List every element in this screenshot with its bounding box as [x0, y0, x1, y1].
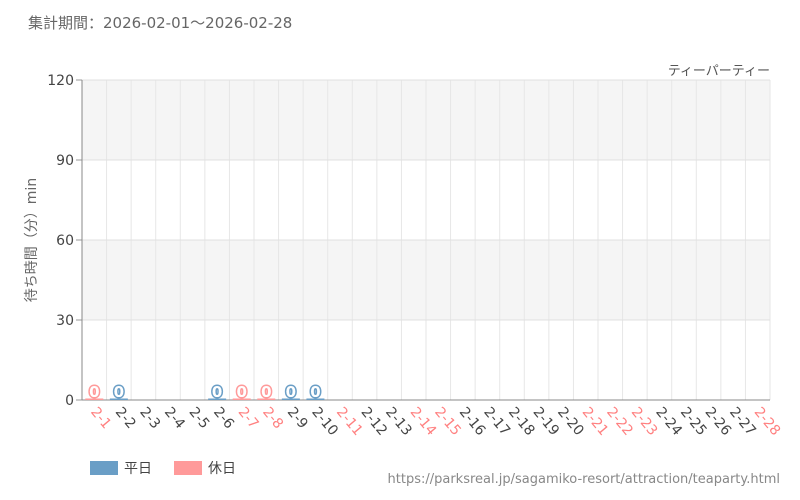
bar-data-label: 0: [212, 383, 222, 401]
x-tick-label: 2-9: [284, 404, 311, 432]
x-tick-label: 2-19: [530, 404, 563, 439]
source-url: https://parksreal.jp/sagamiko-resort/att…: [387, 472, 780, 487]
bar-data-label: 0: [236, 383, 246, 401]
x-tick-label: 2-12: [358, 404, 391, 439]
y-tick-label: 30: [56, 313, 74, 329]
x-tick-label: 2-10: [308, 404, 341, 439]
x-tick-label: 2-6: [210, 404, 237, 432]
y-tick-label: 60: [56, 233, 74, 249]
bar-data-label: 0: [286, 383, 296, 401]
chart-legend: 平日 休日: [90, 458, 236, 478]
x-tick-label: 2-26: [702, 404, 735, 439]
y-tick-label: 90: [56, 153, 74, 169]
bar-data-label: 0: [310, 383, 320, 401]
bar-data-label: 0: [114, 383, 124, 401]
legend-item-holiday: 休日: [174, 458, 236, 478]
x-tick-label: 2-18: [505, 404, 538, 439]
x-tick-label: 2-16: [456, 404, 489, 439]
y-axis-label: 待ち時間（分）min: [24, 178, 40, 302]
x-tick-label: 2-25: [677, 404, 710, 439]
x-tick-label: 2-28: [751, 404, 784, 439]
x-tick-label: 2-7: [235, 404, 262, 432]
y-tick-label: 120: [47, 73, 74, 89]
legend-swatch-weekday: [90, 461, 118, 475]
bar: [281, 398, 300, 400]
x-tick-label: 2-1: [87, 404, 114, 432]
bar: [232, 398, 251, 400]
legend-item-weekday: 平日: [90, 458, 152, 478]
x-tick-label: 2-4: [161, 404, 188, 432]
bar: [85, 398, 104, 400]
attraction-name: ティーパーティー: [667, 64, 770, 79]
x-tick-label: 2-2: [112, 404, 139, 432]
x-tick-label: 2-3: [136, 404, 163, 432]
x-tick-label: 2-15: [431, 404, 464, 439]
x-tick-label: 2-20: [554, 404, 587, 439]
legend-swatch-holiday: [174, 461, 202, 475]
x-tick-label: 2-8: [259, 404, 286, 432]
y-tick-label: 0: [65, 393, 74, 409]
bar: [208, 398, 227, 400]
legend-label-holiday: 休日: [208, 461, 236, 477]
x-tick-label: 2-13: [382, 404, 415, 439]
x-tick-label: 2-27: [726, 404, 759, 439]
x-tick-label: 2-5: [186, 404, 213, 432]
bar: [109, 398, 128, 400]
x-tick-label: 2-22: [603, 404, 636, 439]
legend-label-weekday: 平日: [124, 461, 152, 477]
x-tick-label: 2-11: [333, 404, 366, 439]
x-tick-label: 2-23: [628, 404, 661, 439]
period-label: 集計期間：2026-02-01～2026-02-28: [28, 14, 293, 32]
x-tick-label: 2-24: [652, 404, 685, 439]
bar: [306, 398, 325, 400]
x-tick-label: 2-14: [407, 404, 440, 439]
x-tick-label: 2-17: [480, 404, 513, 439]
bar-data-label: 0: [261, 383, 271, 401]
bar-data-label: 0: [89, 383, 99, 401]
bar: [257, 398, 276, 400]
x-tick-label: 2-21: [579, 404, 612, 439]
